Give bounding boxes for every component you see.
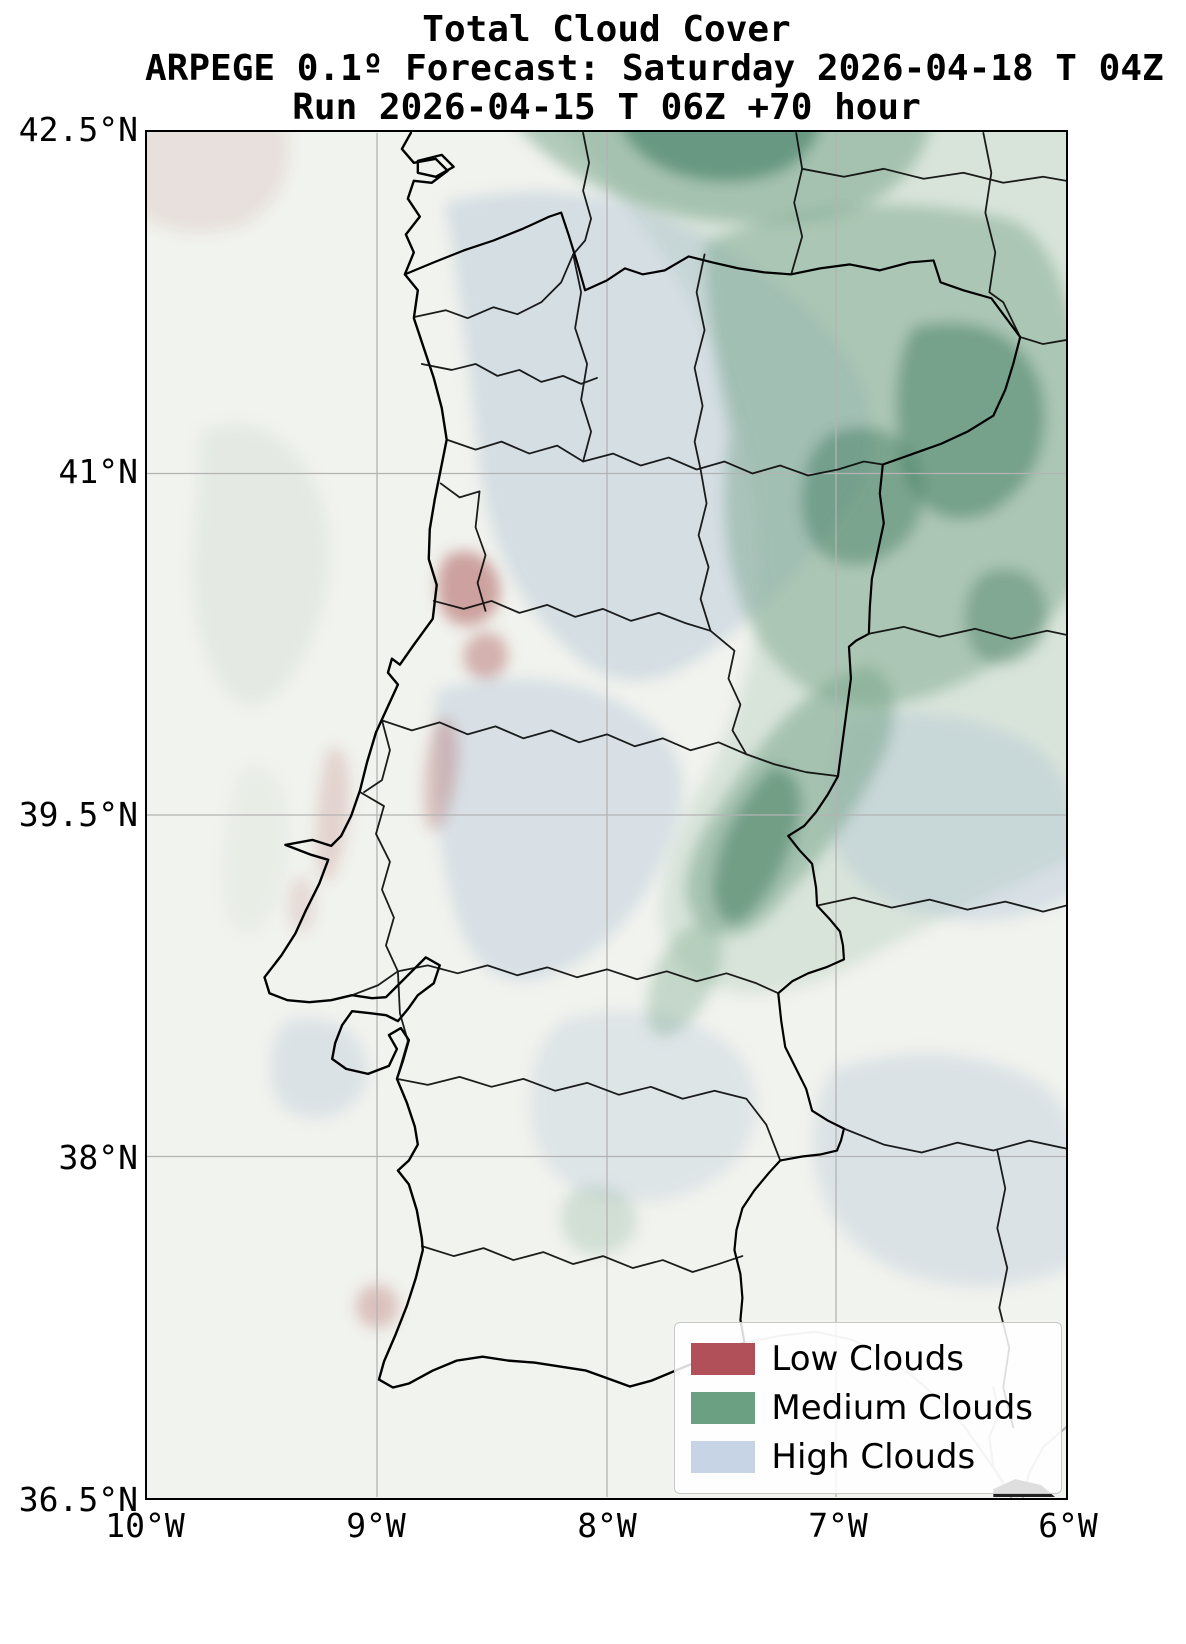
ria-island bbox=[416, 153, 455, 178]
legend-label: High Clouds bbox=[771, 1437, 976, 1477]
low-cloud-blob bbox=[423, 717, 459, 832]
medium-cloud-core bbox=[964, 569, 1048, 664]
medium-cloud-core bbox=[712, 765, 802, 924]
lat-tick-36-5n: 36.5°N bbox=[18, 1480, 138, 1519]
high-cloud-blob bbox=[813, 1053, 1066, 1287]
lon-tick-7w: 7°W bbox=[808, 1506, 868, 1545]
lat-tick-41n: 41°N bbox=[58, 452, 138, 491]
legend-label: Low Clouds bbox=[771, 1339, 965, 1379]
low-clouds-swatch bbox=[691, 1343, 756, 1375]
high-cloud-blob bbox=[270, 1018, 368, 1119]
title-line-2: ARPEGE 0.1º Forecast: Saturday 2026-04-1… bbox=[145, 48, 1164, 89]
grid-lines bbox=[147, 132, 1066, 1498]
lat-tick-38n: 38°N bbox=[58, 1138, 138, 1177]
title-line-3: Run 2026-04-15 T 06Z +70 hour bbox=[292, 87, 921, 128]
chart-title-block: Total Cloud Cover ARPEGE 0.1º Forecast: … bbox=[145, 9, 1164, 128]
title-line-1: Total Cloud Cover bbox=[422, 9, 791, 50]
legend-item-high-clouds: High Clouds bbox=[691, 1439, 1033, 1475]
lon-tick-9w: 9°W bbox=[346, 1506, 406, 1545]
legend-label: Medium Clouds bbox=[771, 1388, 1033, 1428]
medium-clouds-swatch bbox=[691, 1392, 756, 1424]
legend: Low Clouds Medium Clouds High Clouds bbox=[674, 1322, 1062, 1494]
high-cloud-blob bbox=[435, 678, 683, 981]
map-plot-area: Low Clouds Medium Clouds High Clouds bbox=[145, 130, 1068, 1500]
high-cloud-blob bbox=[830, 713, 1066, 921]
legend-item-low-clouds: Low Clouds bbox=[691, 1341, 1033, 1377]
medium-cloud-blob bbox=[192, 424, 330, 705]
high-clouds-swatch bbox=[691, 1441, 756, 1473]
lat-tick-42-5n: 42.5°N bbox=[18, 110, 138, 149]
lon-tick-8w: 8°W bbox=[577, 1506, 637, 1545]
map-canvas bbox=[147, 132, 1066, 1498]
medium-cloud-blob bbox=[560, 1185, 637, 1255]
low-cloud-blob bbox=[437, 551, 501, 626]
medium-cloud-blob bbox=[223, 766, 289, 933]
medium-cloud-core bbox=[896, 323, 1045, 519]
district-boundaries bbox=[351, 132, 1066, 1429]
low-cloud-blob bbox=[147, 132, 289, 233]
low-cloud-blob bbox=[287, 876, 316, 933]
cloud-shading-layers bbox=[147, 132, 1066, 1328]
lon-tick-10w: 10°W bbox=[105, 1506, 185, 1545]
lon-tick-6w: 6°W bbox=[1038, 1506, 1098, 1545]
low-cloud-blob bbox=[463, 632, 508, 680]
lat-tick-39-5n: 39.5°N bbox=[18, 795, 138, 834]
legend-item-medium-clouds: Medium Clouds bbox=[691, 1390, 1033, 1426]
medium-cloud-core bbox=[623, 132, 819, 182]
high-cloud-blob bbox=[530, 1011, 757, 1203]
